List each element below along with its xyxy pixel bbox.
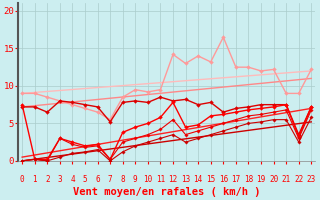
X-axis label: Vent moyen/en rafales ( km/h ): Vent moyen/en rafales ( km/h ) xyxy=(73,187,260,197)
